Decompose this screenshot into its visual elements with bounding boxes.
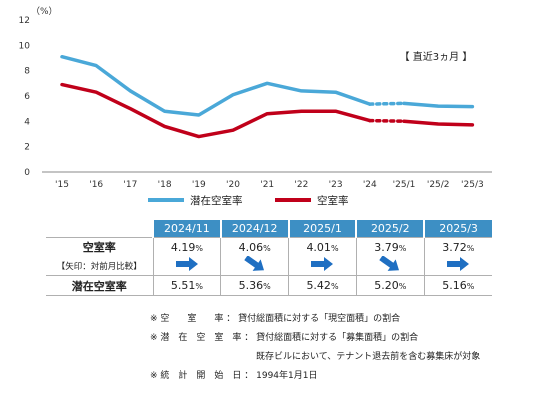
vacancy-cell: 3.79% [355, 237, 425, 256]
series-line [60, 82, 372, 139]
latent-value: 5.51 [170, 279, 196, 292]
x-tick-label: '25/1 [393, 180, 416, 190]
series-dotted-segment [368, 101, 406, 106]
series-dotted-segment [368, 118, 406, 123]
trend-arrow-icon [243, 255, 264, 271]
vacancy-value: 4.06 [238, 240, 264, 254]
x-tick-label: '24 [363, 180, 377, 190]
month-header: 2024/11 [152, 220, 221, 238]
percent-unit: % [263, 243, 271, 253]
latent-cell: 5.20% [355, 275, 425, 296]
trend-arrow-cell [220, 255, 289, 276]
percent-unit: % [466, 243, 475, 253]
x-tick-label: '15 [55, 180, 69, 190]
trend-arrow-icon [379, 255, 400, 271]
header-corner [46, 220, 153, 238]
x-tick-label: '21 [260, 180, 274, 190]
trend-arrow-shape [175, 257, 198, 271]
footnote-latent: ※ 潜 在 空 室 率 ： 貸付総面積に対する「募集面積」の割合 [150, 333, 419, 343]
y-tick-label: 6 [24, 92, 30, 102]
month-header: 2025/1 [287, 220, 357, 238]
footnotes: ※ 空 室 率 ： 貸付総面積に対する「現空面積」の割合 ※ 潜 在 空 室 率… [150, 310, 480, 386]
latent-row: 潜在空室率 5.51% 5.36% 5.42% 5.20% 5.16% [46, 275, 492, 296]
vacancy-cell: 4.01% [288, 237, 357, 256]
vacancy-value: 4.01 [306, 240, 331, 254]
vacancy-row: 空室率 4.19% 4.06% 4.01% 3.79% 3.72% [46, 237, 492, 256]
trend-arrow-cell [423, 256, 492, 276]
x-tick-label: '20 [226, 180, 240, 190]
percent-unit: % [398, 282, 407, 291]
trend-arrow-shape [243, 255, 264, 271]
latent-value: 5.36 [238, 279, 264, 292]
latent-cell: 5.42% [288, 275, 357, 296]
legend-label: 空室率 [317, 194, 349, 207]
x-tick-label: '19 [192, 180, 206, 190]
latent-cell: 5.16% [423, 275, 492, 296]
y-tick-label: 0 [24, 168, 30, 178]
trend-arrow-shape [379, 255, 400, 271]
vacancy-row-label: 空室率 [46, 237, 153, 256]
vacancy-value: 4.19 [170, 240, 196, 254]
trend-arrow-shape [311, 257, 334, 271]
x-tick-label: '17 [123, 180, 137, 190]
percent-unit: % [330, 243, 339, 253]
vacancy-value: 3.79 [374, 240, 399, 254]
recent-months-annotation: 【 直近3ヵ月 】 [400, 50, 473, 63]
percent-unit: % [398, 243, 407, 253]
x-tick-label: '22 [294, 180, 308, 190]
trend-arrow-cell [152, 256, 221, 276]
series-line-recent [402, 119, 475, 127]
vacancy-cell: 3.72% [423, 237, 492, 256]
percent-unit: % [195, 243, 203, 253]
footnote-vacancy: ※ 空 室 率 ： 貸付総面積に対する「現空面積」の割合 [150, 314, 401, 324]
legend-label: 潜在空室率 [190, 194, 243, 207]
x-tick-label: '23 [329, 180, 343, 190]
vacancy-cell: 4.06% [220, 237, 289, 256]
latent-value: 5.20 [374, 279, 399, 292]
footnote-start-date: ※ 統 計 開 始 日 ： 1994年1月1日 [150, 371, 318, 381]
percent-unit: % [466, 282, 475, 291]
vacancy-value: 3.72 [442, 240, 467, 254]
x-tick-label: '25/3 [461, 180, 484, 190]
month-header: 2025/3 [423, 220, 492, 238]
series-line-recent [402, 101, 475, 109]
trend-arrow-icon [447, 257, 470, 271]
trend-arrow-icon [311, 257, 334, 271]
x-tick-label: '16 [89, 180, 103, 190]
arrow-row-label: 【矢印：対前月比較】 [56, 261, 142, 272]
latent-value: 5.42 [306, 279, 331, 292]
month-header: 2025/2 [355, 220, 425, 238]
arrow-row: 【矢印：対前月比較】 [46, 255, 492, 276]
y-tick-label: 2 [24, 143, 30, 153]
vacancy-cell: 4.19% [152, 237, 221, 256]
vacancy-line-chart: （%） 0 2 4 6 8 10 12 '15 '16 '17 '18 '19 '20 '21 '22 '23 '… [19, 6, 492, 207]
x-tick-label: '25/2 [427, 180, 450, 190]
y-tick-label: 8 [24, 67, 30, 77]
footnote-latent-detail: 既存ビルにおいて、テナント退去前を含む募集床が対象 [256, 352, 481, 362]
y-tick-label: 4 [24, 117, 30, 127]
month-header: 2024/12 [219, 220, 289, 238]
percent-unit: % [195, 282, 203, 291]
y-axis-unit-label: （%） [31, 6, 58, 17]
x-tick-label: '18 [158, 180, 172, 190]
series-line [60, 54, 372, 117]
trend-arrow-cell [288, 256, 357, 276]
latent-cell: 5.51% [152, 275, 221, 296]
month-header-row: 2024/11 2024/12 2025/1 2025/2 2025/3 [46, 220, 492, 238]
percent-unit: % [263, 282, 271, 291]
trend-arrow-cell [355, 255, 425, 276]
latent-row-label: 潜在空室率 [46, 275, 153, 296]
trend-arrow-shape [447, 257, 470, 271]
trend-arrow-icon [175, 257, 198, 271]
vacancy-rate-table: 2024/11 2024/12 2025/1 2025/2 2025/3 空室率… [46, 220, 492, 296]
latent-cell: 5.36% [220, 275, 289, 296]
latent-value: 5.16 [442, 279, 467, 292]
y-tick-label: 10 [19, 41, 31, 51]
percent-unit: % [330, 282, 339, 291]
y-tick-label: 12 [19, 16, 30, 26]
